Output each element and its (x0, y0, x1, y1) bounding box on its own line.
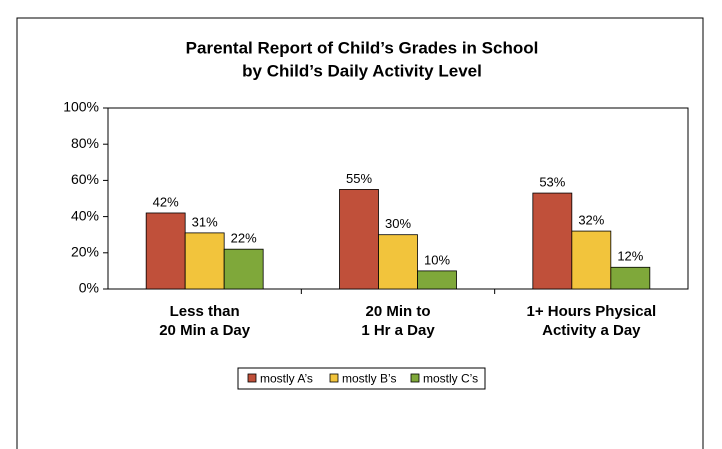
legend-box (237, 367, 486, 390)
x-tick-label: 1+ Hours Physical Activity a Day (527, 303, 657, 339)
y-tick-label: 0% (79, 280, 99, 296)
chart-title: Parental Report of Child’s Grades in Sch… (186, 38, 539, 57)
bar (339, 189, 379, 290)
y-tick-label: 80% (71, 135, 99, 151)
value-label: 32% (578, 213, 604, 228)
bar (145, 212, 186, 290)
bar (532, 192, 573, 290)
legend-label: mostly C’s (423, 372, 478, 386)
x-tick-label-line: Activity a Day (542, 322, 641, 339)
value-label: 42% (153, 194, 179, 209)
chart-title: by Child’s Daily Activity Level (242, 61, 482, 80)
value-label: 55% (346, 171, 372, 186)
legend-swatch (329, 373, 339, 383)
value-label: 10% (424, 252, 450, 267)
value-label: 22% (231, 231, 257, 246)
bar (223, 248, 264, 290)
y-tick-label: 20% (71, 244, 99, 260)
bar (610, 266, 651, 290)
bar (184, 232, 225, 290)
bar (417, 270, 457, 290)
x-tick-label-line: 20 Min a Day (159, 322, 251, 339)
y-tick-label: 40% (71, 207, 99, 223)
value-label: 30% (385, 216, 411, 231)
x-tick-label-line: 1 Hr a Day (361, 322, 435, 339)
legend-label: mostly B’s (342, 372, 396, 386)
legend-swatch (410, 373, 420, 383)
x-tick-label: Less than 20 Min a Day (159, 303, 251, 339)
legend-label: mostly A’s (260, 372, 313, 386)
value-label: 12% (617, 249, 643, 264)
value-label: 53% (539, 175, 565, 190)
chart-frame (16, 17, 704, 449)
bar (378, 234, 418, 290)
x-tick-label-line: 20 Min to (365, 303, 430, 320)
x-tick-label: 20 Min to 1 Hr a Day (361, 303, 435, 339)
value-label: 31% (192, 214, 218, 229)
x-tick-label-line: Less than (170, 303, 240, 320)
legend-swatch (247, 373, 257, 383)
y-tick-label: 60% (71, 171, 99, 187)
x-tick-label-line: 1+ Hours Physical (527, 303, 657, 320)
bar (571, 230, 612, 290)
y-tick-label: 100% (63, 99, 99, 115)
